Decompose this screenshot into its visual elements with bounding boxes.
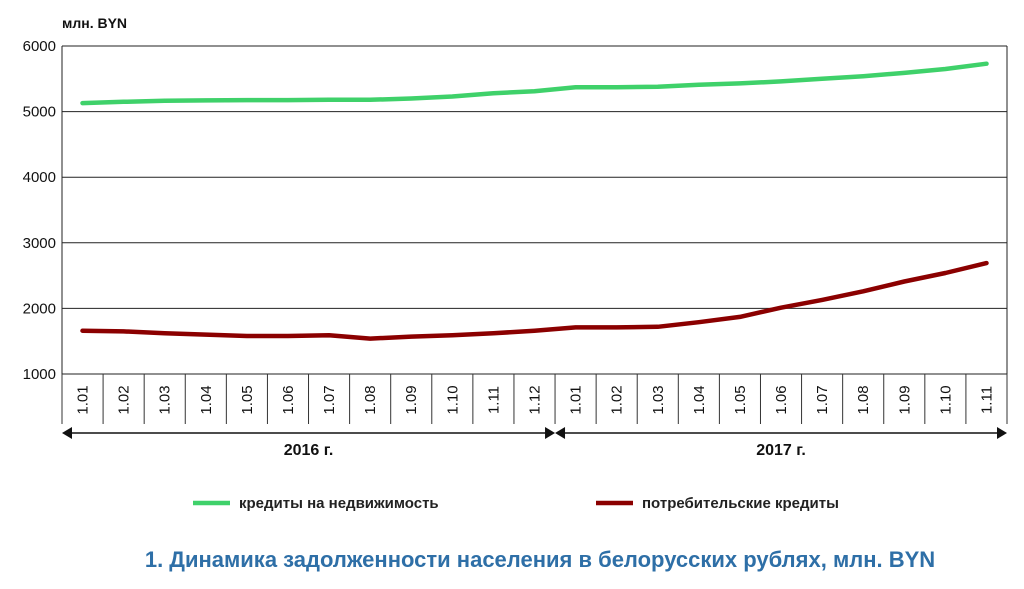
x-tick-label: 1.11 (485, 386, 502, 414)
x-tick-label: 1.02 (609, 385, 626, 414)
year-arrow-left (62, 427, 72, 439)
x-tick-label: 1.03 (650, 385, 667, 414)
year-label: 2016 г. (284, 442, 334, 459)
x-tick-label: 1.07 (814, 385, 831, 414)
y-tick-label: 5000 (23, 104, 56, 121)
x-tick-label: 1.08 (855, 385, 872, 414)
x-tick-label: 1.12 (527, 385, 544, 414)
year-groups: 2016 г. 2017 г. (62, 427, 1007, 459)
x-tick-label: 1.01 (568, 385, 585, 414)
y-tick-labels: 1000 2000 3000 4000 5000 6000 (23, 38, 56, 383)
y-tick-label: 6000 (23, 38, 56, 55)
series-lines (80, 61, 989, 341)
year-arrow-right (545, 427, 556, 439)
x-tick-label: 1.10 (444, 385, 461, 414)
x-tick-label: 1.11 (978, 386, 995, 414)
x-tick-label: 1.03 (157, 385, 174, 414)
x-tick-label: 1.01 (75, 385, 92, 414)
x-tick-label: 1.04 (198, 385, 215, 414)
x-tick-label: 1.04 (691, 385, 708, 414)
x-tick-label: 1.06 (280, 385, 297, 414)
year-arrow-left (555, 427, 566, 439)
y-tick-label: 1000 (23, 366, 56, 383)
y-unit-label: млн. BYN (62, 15, 127, 31)
x-tick-label: 1.10 (937, 385, 954, 414)
x-tick-labels: 1.01 1.02 1.03 1.04 1.05 1.06 1.07 1.08 1.09 1.10… (75, 385, 996, 414)
x-tick-label: 1.07 (321, 385, 338, 414)
year-arrow-right (997, 427, 1007, 439)
x-tick-label: 1.05 (732, 385, 749, 414)
y-tick-label: 4000 (23, 169, 56, 186)
year-label: 2017 г. (756, 442, 806, 459)
legend-label: потребительские кредиты (642, 495, 839, 512)
x-tick-label: 1.08 (362, 385, 379, 414)
chart-caption: 1. Динамика задолженности населения в бе… (145, 547, 935, 572)
x-tick-label: 1.05 (239, 385, 256, 414)
x-tick-label: 1.02 (116, 385, 133, 414)
x-tick-label: 1.09 (896, 385, 913, 414)
legend-label: кредиты на недвижимость (239, 495, 439, 512)
axes (61, 45, 1008, 424)
y-tick-label: 2000 (23, 300, 56, 317)
y-tick-label: 3000 (23, 235, 56, 252)
series-line-2 (80, 260, 989, 341)
x-tick-label: 1.06 (773, 385, 790, 414)
series-line-1 (80, 61, 989, 106)
x-tick-label: 1.09 (403, 385, 420, 414)
grid (62, 45, 1007, 375)
legend: кредиты на недвижимость потребительские к… (193, 495, 839, 512)
